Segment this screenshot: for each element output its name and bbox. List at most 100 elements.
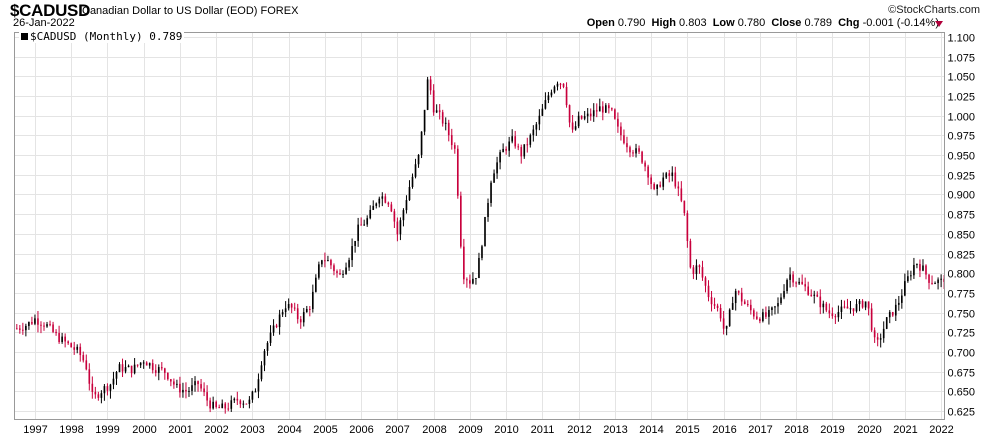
candle-body bbox=[595, 110, 598, 112]
candle-body bbox=[224, 403, 227, 409]
candle-body bbox=[937, 279, 939, 284]
candle-body bbox=[813, 294, 816, 296]
candle-body bbox=[399, 220, 402, 235]
ticker-symbol: $CADUSD bbox=[10, 1, 91, 20]
candle-body bbox=[704, 277, 707, 286]
candle-body bbox=[327, 260, 329, 262]
candle-body bbox=[378, 198, 381, 204]
candle-body bbox=[414, 164, 417, 177]
candle-body bbox=[429, 79, 432, 91]
candle-body bbox=[665, 173, 668, 178]
candle-body bbox=[284, 308, 287, 313]
candle-body bbox=[148, 363, 151, 366]
low-label: Low bbox=[712, 17, 735, 29]
x-tick-label: 2015 bbox=[675, 424, 699, 436]
candle-body bbox=[852, 308, 855, 312]
candle-body bbox=[290, 304, 293, 308]
candle-body bbox=[668, 173, 671, 177]
x-tick-label: 2017 bbox=[748, 424, 772, 436]
candle-body bbox=[698, 265, 701, 268]
candle-body bbox=[834, 316, 837, 318]
y-tick-label: 1.025 bbox=[947, 92, 975, 104]
y-tick-label: 0.875 bbox=[947, 210, 975, 222]
candle-body bbox=[348, 260, 350, 268]
candle-body bbox=[686, 213, 689, 242]
candle-body bbox=[321, 260, 323, 265]
candle-body bbox=[25, 325, 27, 331]
candle-body bbox=[43, 325, 45, 327]
y-tick-label: 1.000 bbox=[947, 112, 975, 124]
candle-body bbox=[342, 274, 344, 276]
x-tick-label: 1999 bbox=[95, 424, 119, 436]
candle-body bbox=[780, 297, 782, 304]
candle-body bbox=[142, 362, 145, 364]
candle-body bbox=[109, 384, 112, 391]
candle-body bbox=[789, 274, 791, 280]
candle-body bbox=[837, 311, 840, 318]
y-tick-label: 0.975 bbox=[947, 131, 975, 143]
candle-body bbox=[472, 278, 474, 284]
candle-body bbox=[475, 278, 477, 280]
candle-body bbox=[629, 147, 631, 153]
x-tick-label: 2005 bbox=[313, 424, 337, 436]
candle-body bbox=[203, 388, 205, 393]
candle-body bbox=[740, 292, 743, 302]
candle-body bbox=[571, 122, 574, 130]
legend-label: $CADUSD (Monthly) 0.789 bbox=[30, 30, 183, 43]
candle-body bbox=[680, 188, 683, 201]
candle-body bbox=[882, 328, 885, 339]
candle-body bbox=[638, 148, 640, 152]
candle-body bbox=[897, 302, 900, 305]
x-axis: 1997 1998 1999 2000 2001 2002 2003 2004 2005 2006… bbox=[23, 424, 953, 436]
chart-header: $CADUSD Canadian Dollar to US Dollar (EO… bbox=[0, 0, 990, 32]
candle-body bbox=[97, 394, 100, 398]
candle-body bbox=[112, 378, 115, 385]
candle-body bbox=[604, 105, 607, 113]
candle-body bbox=[623, 135, 625, 144]
candle-body bbox=[828, 310, 831, 314]
candle-body bbox=[614, 109, 616, 119]
candle-body bbox=[541, 108, 544, 116]
y-tick-label: 0.850 bbox=[947, 230, 975, 242]
candle-body bbox=[218, 407, 221, 409]
candle-body bbox=[40, 324, 42, 326]
candle-body bbox=[360, 224, 362, 226]
candle-body bbox=[864, 301, 867, 308]
brand-logo[interactable]: ©StockCharts.com bbox=[888, 4, 980, 16]
candle-body bbox=[526, 144, 529, 146]
candle-body bbox=[260, 365, 263, 380]
candle-body bbox=[393, 211, 396, 222]
candle-body bbox=[762, 312, 764, 322]
candle-body bbox=[728, 309, 731, 326]
candle-body bbox=[375, 203, 378, 206]
candle-body bbox=[263, 350, 266, 366]
candle-body bbox=[662, 177, 665, 187]
candle-body bbox=[124, 367, 127, 372]
candle-body bbox=[846, 306, 849, 309]
y-tick-label: 0.775 bbox=[947, 289, 975, 301]
candle-body bbox=[807, 286, 810, 295]
candle-body bbox=[725, 325, 728, 329]
candle-body bbox=[746, 304, 749, 306]
candle-body bbox=[592, 110, 595, 117]
candle-body bbox=[52, 324, 54, 332]
candle-body bbox=[408, 186, 411, 201]
candle-body bbox=[879, 338, 882, 340]
candle-body bbox=[221, 403, 224, 409]
candle-body bbox=[598, 106, 601, 112]
candle-body bbox=[179, 383, 181, 393]
candle-body bbox=[786, 279, 788, 292]
candle-body bbox=[819, 296, 822, 308]
x-tick-label: 2008 bbox=[422, 424, 446, 436]
candle-body bbox=[710, 297, 713, 305]
candle-body bbox=[601, 106, 604, 113]
candle-body bbox=[426, 79, 429, 110]
x-tick-label: 1998 bbox=[59, 424, 83, 436]
candle-body bbox=[671, 172, 674, 177]
candle-body bbox=[656, 184, 658, 189]
candle-body bbox=[173, 381, 175, 385]
candle-body bbox=[825, 303, 828, 311]
candle-body bbox=[299, 319, 302, 323]
candle-body bbox=[478, 257, 480, 279]
